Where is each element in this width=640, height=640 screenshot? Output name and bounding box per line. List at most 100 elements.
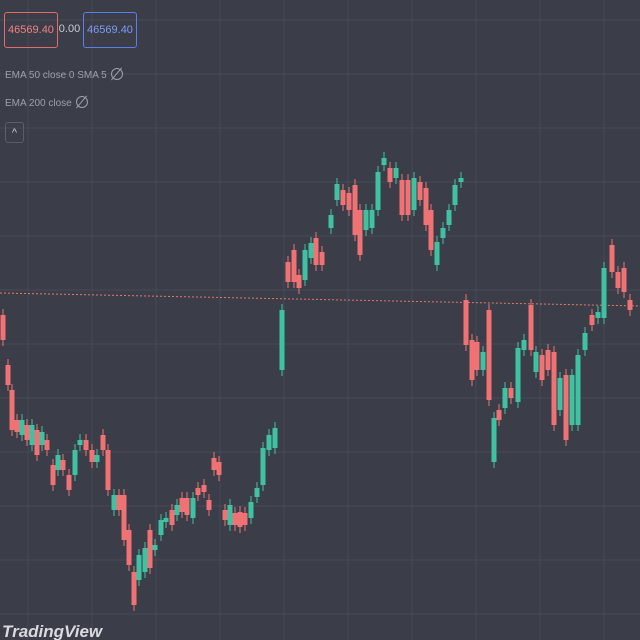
- collapse-button[interactable]: ^: [5, 122, 24, 143]
- candle: [94, 449, 100, 468]
- candle: [285, 256, 291, 288]
- candle-body: [621, 268, 627, 292]
- sell-price[interactable]: 46569.40: [4, 12, 58, 48]
- candle: [0, 309, 6, 346]
- candle: [201, 479, 207, 498]
- candle-body: [446, 210, 452, 225]
- candle: [446, 204, 452, 231]
- candle: [126, 524, 132, 571]
- candle-body: [5, 365, 11, 385]
- candle-body: [158, 520, 164, 535]
- candle: [142, 542, 148, 578]
- candle-body: [319, 252, 325, 265]
- candle-body: [190, 498, 196, 518]
- candle: [190, 492, 196, 524]
- candle: [363, 204, 369, 236]
- candle-body: [94, 455, 100, 462]
- candle: [195, 482, 201, 501]
- visibility-icon[interactable]: [75, 96, 88, 108]
- candle-body: [222, 510, 228, 520]
- candle-body: [131, 572, 137, 605]
- candle-body: [533, 352, 539, 372]
- candle-body: [369, 210, 375, 228]
- candle: [621, 262, 627, 298]
- candle-body: [291, 250, 297, 282]
- candle-body: [375, 172, 381, 210]
- candle-body: [227, 505, 233, 525]
- visibility-icon[interactable]: [110, 68, 123, 80]
- candle: [452, 179, 458, 211]
- candle: [428, 204, 434, 256]
- candle-body: [508, 388, 514, 398]
- candle: [89, 444, 95, 468]
- candle-body: [363, 210, 369, 230]
- candle: [105, 444, 111, 496]
- candle-body: [308, 243, 314, 258]
- candle-body: [184, 498, 190, 515]
- candle: [232, 507, 238, 531]
- candle: [563, 369, 569, 446]
- candle-body: [147, 530, 153, 568]
- candle: [334, 178, 340, 206]
- candle: [486, 304, 492, 406]
- candle-body: [83, 440, 89, 450]
- candle-body: [551, 352, 557, 425]
- candle: [260, 442, 266, 491]
- candle-body: [474, 342, 480, 370]
- indicator-row: EMA 200 close: [5, 96, 88, 109]
- candle-body: [105, 450, 111, 490]
- candle-body: [0, 315, 6, 340]
- candle-body: [502, 388, 508, 408]
- candle: [77, 434, 83, 451]
- candle: [399, 174, 405, 221]
- candle-body: [575, 355, 581, 425]
- candle-body: [254, 488, 260, 497]
- candle-body: [557, 378, 563, 410]
- candle: [147, 524, 153, 574]
- candle-body: [211, 458, 217, 470]
- candle: [29, 419, 35, 451]
- candle-body: [486, 310, 492, 400]
- candle-body: [279, 310, 285, 370]
- candle: [216, 456, 222, 481]
- candle: [411, 172, 417, 216]
- candle: [266, 429, 272, 456]
- candle-body: [399, 180, 405, 215]
- candle: [601, 262, 607, 324]
- candle: [131, 566, 137, 611]
- candle: [463, 294, 469, 351]
- candle-body: [434, 242, 440, 265]
- candle: [369, 204, 375, 234]
- candle-body: [521, 340, 527, 350]
- candle: [340, 184, 346, 211]
- candle: [152, 539, 158, 556]
- candle-body: [615, 272, 621, 288]
- candle-body: [458, 178, 464, 182]
- candle: [60, 454, 66, 476]
- candle: [44, 434, 50, 456]
- candle-body: [405, 180, 411, 215]
- candle-body: [60, 460, 66, 470]
- candle: [387, 162, 393, 188]
- candle: [528, 299, 534, 356]
- candle: [308, 237, 314, 264]
- buy-price[interactable]: 46569.40: [83, 12, 137, 48]
- indicator-label: EMA 200 close: [5, 98, 72, 109]
- candle: [346, 187, 352, 216]
- candle: [169, 504, 175, 531]
- candle-body: [609, 245, 615, 272]
- candle-body: [142, 548, 148, 572]
- candle-body: [34, 430, 40, 455]
- candle-body: [89, 450, 95, 462]
- candle-body: [381, 158, 387, 165]
- candle-body: [266, 435, 272, 450]
- candle-body: [357, 210, 363, 255]
- candle-body: [19, 420, 25, 435]
- candle-body: [14, 420, 20, 432]
- candle-body: [163, 518, 169, 522]
- candle-body: [24, 425, 30, 440]
- candle: [405, 174, 411, 221]
- candle: [237, 506, 243, 533]
- candle: [158, 514, 164, 541]
- candle-body: [111, 495, 117, 510]
